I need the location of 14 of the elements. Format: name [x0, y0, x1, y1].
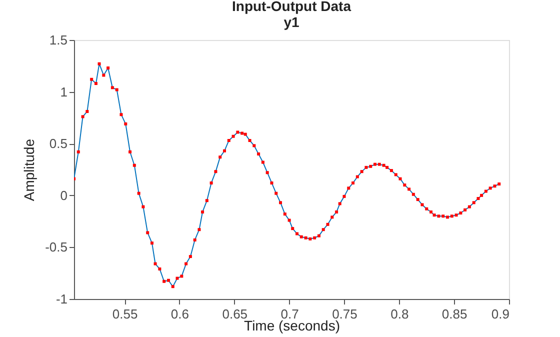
y-tick-label: 0.5 — [49, 136, 68, 152]
y-tick-label: -0.5 — [45, 240, 68, 255]
y-axis-title: Amplitude — [21, 138, 38, 202]
x-tick-label: 0.85 — [442, 306, 468, 322]
x-tick-label: 0.9 — [491, 306, 510, 322]
y-tick-label: 1 — [60, 84, 68, 100]
y-tick-label: -1 — [56, 292, 68, 306]
x-tick-label: 0.55 — [112, 306, 138, 322]
y-tick-label: 1.5 — [49, 32, 68, 48]
chart-subtitle: y1 — [284, 14, 300, 30]
y-tick-label: 0 — [60, 188, 68, 203]
chart-title: Input-Output Data — [232, 0, 352, 14]
x-tick-label: 0.8 — [390, 306, 409, 322]
x-tick-label: 0.6 — [170, 306, 189, 322]
